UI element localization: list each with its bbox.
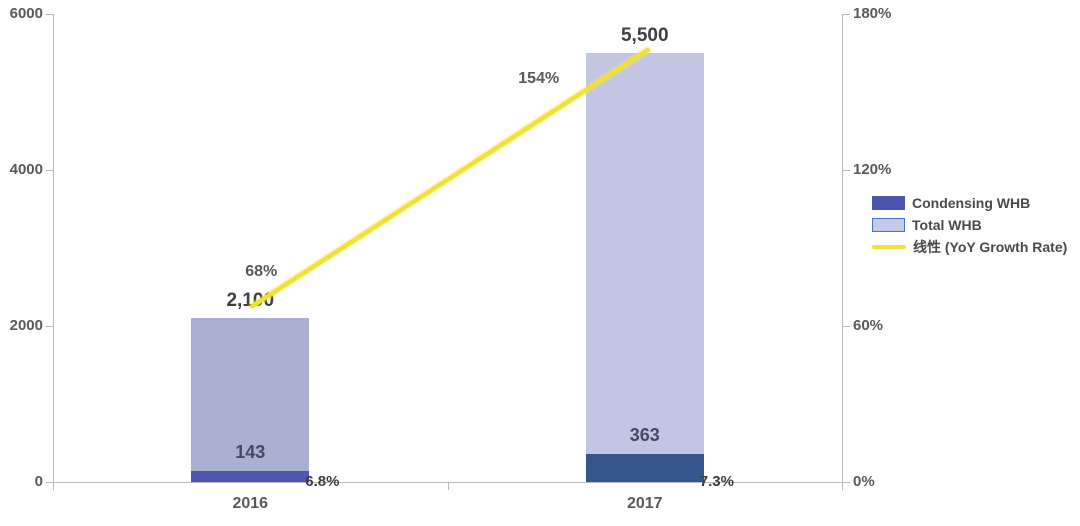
legend-item-total-whb: Total WHB <box>872 214 1067 236</box>
condensing-whb-swatch-icon <box>872 196 905 210</box>
y-axis-tick <box>46 482 53 483</box>
yoy-line-swatch-icon <box>872 245 906 249</box>
legend-label-condensing-whb: Condensing WHB <box>912 195 1031 211</box>
y-axis-tick-label: 0 <box>34 473 43 490</box>
y-axis-tick-label: 4000 <box>9 161 43 178</box>
legend-item-yoy-growth: 线性 (YoY Growth Rate) <box>872 236 1067 258</box>
total-whb-bar-2017 <box>585 53 704 482</box>
condensing-whb-bar-2016 <box>191 470 310 482</box>
x-axis-tick <box>447 483 449 490</box>
right-y-axis-tick <box>843 14 850 15</box>
condensing-value-label-2017: 363 <box>629 424 660 445</box>
x-axis-tick <box>53 483 54 490</box>
legend: Condensing WHB Total WHB 线性 (YoY Growth … <box>872 192 1067 258</box>
legend-label-yoy-growth: 线性 (YoY Growth Rate) <box>913 239 1068 255</box>
right-y-axis-tick-label: 0% <box>853 473 875 490</box>
yoy-label-2016: 68% <box>245 263 278 281</box>
right-y-axis-line <box>842 14 843 482</box>
right-y-axis-tick-label: 60% <box>853 317 884 334</box>
legend-item-condensing-whb: Condensing WHB <box>872 192 1067 214</box>
y-axis-tick <box>46 170 53 171</box>
x-axis-category-label-2017: 2017 <box>626 495 663 512</box>
condensing-value-label-2016: 143 <box>235 441 266 462</box>
right-y-axis-tick-label: 120% <box>853 161 892 178</box>
left-y-axis-line <box>53 14 54 482</box>
x-axis-tick <box>842 483 843 490</box>
condensing-share-label-2017: 7.3% <box>699 473 734 490</box>
x-axis-category-label-2016: 2016 <box>232 495 269 512</box>
total-value-label-2017: 5,500 <box>620 25 669 46</box>
y-axis-tick-label: 6000 <box>9 5 43 22</box>
total-value-label-2016: 2,100 <box>226 290 275 312</box>
y-axis-tick <box>46 14 53 15</box>
yoy-label-2017: 154% <box>518 69 560 87</box>
right-y-axis-tick <box>843 170 850 171</box>
y-axis-tick <box>46 326 53 327</box>
right-y-axis-tick <box>843 326 850 327</box>
right-y-axis-tick <box>843 482 850 483</box>
right-y-axis-tick-label: 180% <box>853 5 892 22</box>
x-axis-line <box>53 482 843 483</box>
condensing-whb-bar-2017 <box>585 453 704 482</box>
y-axis-tick-label: 2000 <box>9 317 43 334</box>
condensing-share-label-2016: 6.8% <box>305 473 340 490</box>
legend-label-total-whb: Total WHB <box>912 217 982 233</box>
total-whb-bar-2016 <box>191 318 310 482</box>
total-whb-swatch-icon <box>872 218 905 232</box>
